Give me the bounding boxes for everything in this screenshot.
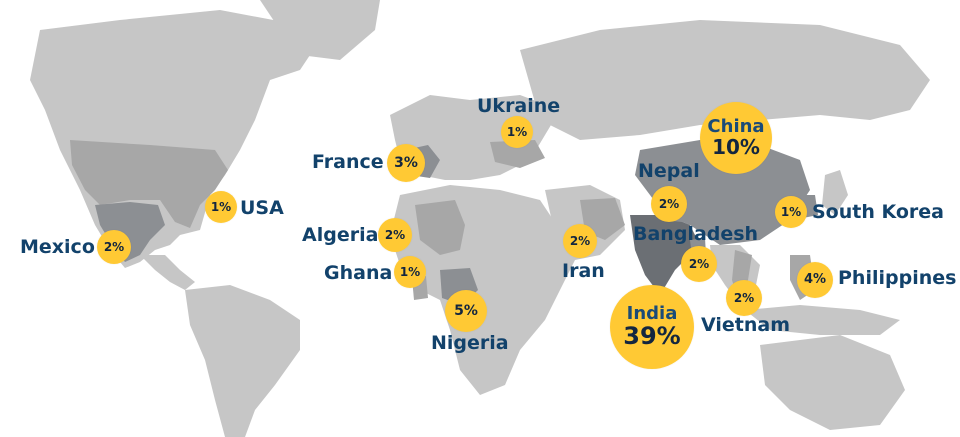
landmass-australia (760, 335, 905, 430)
value-vietnam: 2% (733, 290, 755, 305)
name-china: China (707, 116, 765, 138)
label-algeria: Algeria (302, 224, 379, 246)
bubble-ghana: 1% (394, 256, 426, 288)
label-south-korea: South Korea (812, 201, 945, 223)
value-nigeria: 5% (454, 302, 478, 319)
bubble-nigeria: 5% (445, 290, 487, 332)
label-usa: USA (240, 197, 284, 219)
value-south-korea: 1% (780, 204, 802, 219)
label-nigeria: Nigeria (431, 332, 509, 354)
country-ukraine (490, 140, 545, 168)
label-bangladesh: Bangladesh (633, 223, 759, 245)
bubble-ukraine: 1% (501, 116, 533, 148)
label-ukraine: Ukraine (477, 95, 561, 117)
value-ghana: 1% (399, 264, 421, 279)
landmass-greenland (260, 0, 380, 60)
country-algeria (415, 200, 465, 255)
landmass-central-america (140, 255, 195, 290)
value-france: 3% (394, 154, 418, 171)
bubble-south-korea: 1% (775, 196, 807, 228)
landmass-north-america (30, 10, 320, 268)
bubble-france: 3% (387, 144, 425, 182)
bubble-india: India 39% (610, 285, 694, 369)
bubble-bangladesh: 2% (681, 246, 717, 282)
bubble-usa: 1% (205, 191, 237, 223)
bubble-iran: 2% (563, 224, 597, 258)
label-mexico: Mexico (20, 236, 95, 258)
value-india: 39% (623, 321, 681, 350)
landmass-south-america (185, 285, 300, 437)
value-china: 10% (712, 134, 760, 159)
value-nepal: 2% (658, 196, 680, 211)
value-mexico: 2% (103, 239, 125, 254)
landmass-russia (520, 20, 930, 140)
country-mexico (95, 202, 165, 262)
bubble-mexico: 2% (97, 230, 131, 264)
name-india: India (626, 302, 678, 324)
value-iran: 2% (569, 233, 591, 248)
bubble-china: China 10% (700, 102, 772, 174)
bubble-nepal: 2% (651, 186, 687, 222)
label-philippines: Philippines (838, 267, 957, 289)
label-france: France (312, 151, 384, 173)
value-philippines: 4% (803, 272, 827, 288)
bubble-vietnam: 2% (726, 280, 762, 316)
country-usa (70, 140, 228, 228)
value-bangladesh: 2% (688, 256, 710, 271)
value-algeria: 2% (384, 227, 406, 242)
value-usa: 1% (210, 199, 232, 214)
label-vietnam: Vietnam (701, 314, 790, 336)
landmass-indonesia (745, 305, 900, 335)
country-india (630, 215, 700, 295)
bubble-algeria: 2% (378, 218, 412, 252)
value-ukraine: 1% (506, 124, 528, 139)
label-ghana: Ghana (324, 262, 393, 284)
bubble-philippines: 4% (797, 262, 833, 298)
landmass-japan (822, 170, 848, 215)
label-nepal: Nepal (638, 160, 700, 182)
label-iran: Iran (562, 260, 605, 282)
